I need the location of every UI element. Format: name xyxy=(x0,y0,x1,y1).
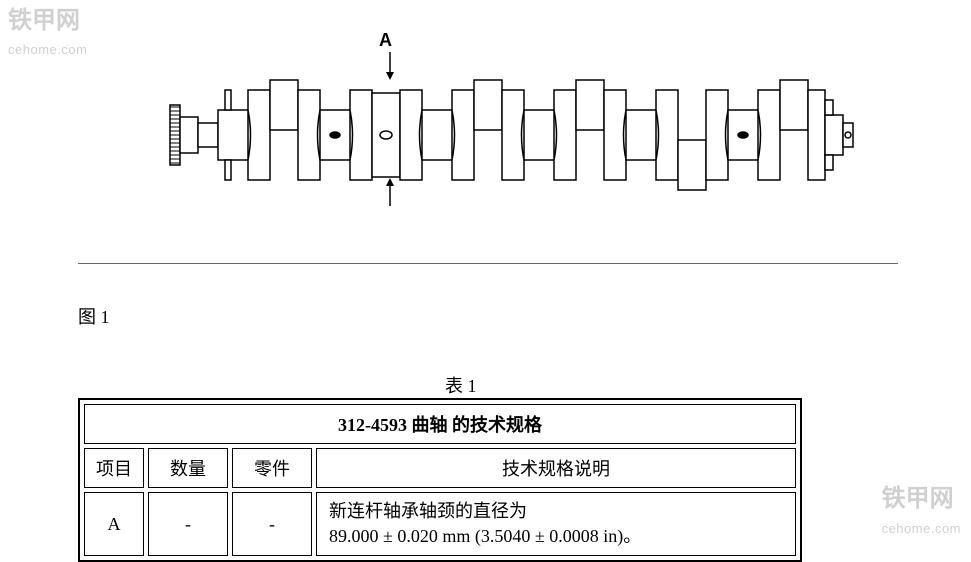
figure-label: 图 1 xyxy=(78,303,110,329)
watermark-top-left: 铁甲网 cehome.com xyxy=(8,8,87,61)
table-label: 表 1 xyxy=(445,372,477,398)
watermark-main-br: 铁甲网 xyxy=(882,485,954,512)
crankshaft-svg xyxy=(165,65,855,205)
table-header-row: 项目 数量 零件 技术规格说明 xyxy=(84,448,796,488)
table-title-row: 312-4593 曲轴 的技术规格 xyxy=(84,404,796,444)
spec-table: 312-4593 曲轴 的技术规格 项目 数量 零件 技术规格说明 A - - … xyxy=(78,398,802,562)
spec-line1: 新连杆轴承轴颈的直径为 xyxy=(329,501,527,521)
header-spec: 技术规格说明 xyxy=(316,448,796,488)
diagram-label-a: A xyxy=(379,30,392,51)
spec-line2: 89.000 ± 0.020 mm (3.5040 ± 0.0008 in)。 xyxy=(329,526,641,546)
horizontal-rule xyxy=(78,263,898,264)
watermark-main: 铁甲网 xyxy=(8,7,80,34)
header-qty: 数量 xyxy=(148,448,228,488)
watermark-sub-br: cehome.com xyxy=(882,521,961,536)
crankshaft-diagram: A xyxy=(165,30,855,205)
header-item: 项目 xyxy=(84,448,144,488)
table-title: 312-4593 曲轴 的技术规格 xyxy=(84,404,796,444)
watermark-bottom-right: 铁甲网 cehome.com xyxy=(882,486,961,539)
header-part: 零件 xyxy=(232,448,312,488)
watermark-sub: cehome.com xyxy=(8,42,87,57)
